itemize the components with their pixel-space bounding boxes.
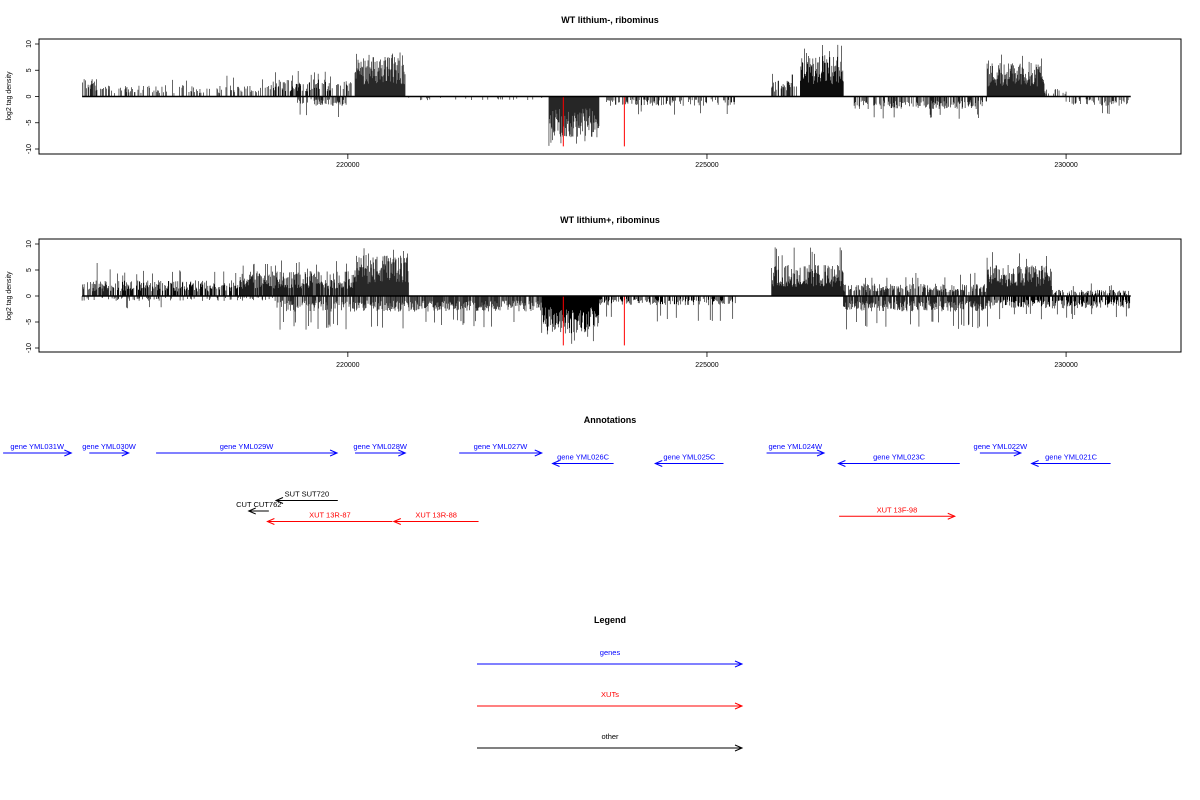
feature-label: XUT 13F-98 <box>877 505 918 514</box>
feature-arrow <box>459 449 544 457</box>
signal-panel-2: WT lithium+, ribominus log2 tag density … <box>6 215 1182 369</box>
feature-arrow <box>156 449 339 457</box>
x-tick-label: 220000 <box>336 362 359 369</box>
y-tick-label: -5 <box>26 120 33 126</box>
panel-2-ylabel: log2 tag density <box>6 271 13 321</box>
feature-label: gene YML022W <box>974 442 1029 451</box>
panel-2-signal-bars <box>81 247 1131 344</box>
y-tick-label: -10 <box>26 144 33 154</box>
feature-label: gene YML023C <box>873 453 926 462</box>
y-tick-label: 10 <box>26 40 33 48</box>
panel-1-title: WT lithium-, ribominus <box>561 15 659 25</box>
legend: Legend genes XUTs other <box>477 615 744 752</box>
panel-1-peak-bars <box>562 96 625 147</box>
y-tick-label: 10 <box>26 240 33 248</box>
x-tick-label: 225000 <box>695 162 718 169</box>
legend-label: other <box>601 732 619 741</box>
panel-1-ylabel: log2 tag density <box>6 71 13 121</box>
x-tick-label: 230000 <box>1054 362 1077 369</box>
feature-arrow <box>274 497 338 504</box>
feature-label: gene YML026C <box>557 453 610 462</box>
annotations-track: Annotations gene YML031W gene YML030W gene… <box>3 415 1111 525</box>
feature-label: gene YML031W <box>10 442 65 451</box>
feature-label: gene YML028W <box>353 442 408 451</box>
feature-label: CUT CUT762 <box>236 500 281 509</box>
feature-arrow <box>266 518 393 525</box>
feature-arrow <box>355 449 407 457</box>
feature-arrow <box>392 518 479 525</box>
panel-2-plot-frame <box>38 238 1182 353</box>
y-tick-label: -5 <box>26 319 33 325</box>
feature-label: gene YML030W <box>82 442 137 451</box>
feature-arrow <box>979 449 1023 457</box>
legend-items: genes XUTs other <box>477 648 744 752</box>
legend-arrow <box>477 744 744 752</box>
y-tick-label: 5 <box>26 268 33 272</box>
feature-label: XUT 13R-88 <box>415 511 457 520</box>
panel-2-y-axis: -10 -5 0 5 10 <box>26 240 39 353</box>
panel-2-title: WT lithium+, ribominus <box>560 215 660 225</box>
annotations-title: Annotations <box>584 415 637 425</box>
y-tick-label: 0 <box>26 94 33 98</box>
feature-arrow <box>766 449 826 457</box>
feature-label: gene YML024W <box>768 442 823 451</box>
feature-arrow <box>89 449 131 457</box>
feature-arrow <box>1030 460 1111 467</box>
feature-arrow <box>247 507 269 515</box>
feature-label: gene YML027W <box>474 442 529 451</box>
x-tick-label: 230000 <box>1054 162 1077 169</box>
panel-1-x-axis: 220000 225000 230000 <box>336 154 1078 169</box>
feature-label: SUT SUT720 <box>285 490 329 499</box>
feature-arrow <box>839 512 957 520</box>
x-tick-label: 220000 <box>336 162 359 169</box>
legend-label: genes <box>600 648 621 657</box>
feature-arrow <box>837 460 960 467</box>
annotation-features: gene YML031W gene YML030W gene YML029W gene… <box>3 442 1111 525</box>
panel-2-peak-bars <box>562 296 625 346</box>
legend-arrow <box>477 702 744 710</box>
feature-label: gene YML029W <box>220 442 275 451</box>
feature-arrow <box>3 449 73 457</box>
legend-label: XUTs <box>601 690 619 699</box>
y-tick-label: -10 <box>26 343 33 353</box>
y-tick-label: 5 <box>26 68 33 72</box>
feature-label: gene YML021C <box>1045 453 1098 462</box>
feature-label: gene YML025C <box>663 453 716 462</box>
feature-arrow <box>551 460 614 467</box>
signal-panel-1: WT lithium-, ribominus log2 tag density … <box>6 15 1182 169</box>
panel-2-x-axis: 220000 225000 230000 <box>336 352 1078 369</box>
panel-1-y-axis: -10 -5 0 5 10 <box>26 40 39 154</box>
x-tick-label: 225000 <box>695 362 718 369</box>
feature-arrow <box>653 460 724 467</box>
panel-1-signal-bars <box>82 44 1129 146</box>
legend-title: Legend <box>594 615 626 625</box>
feature-label: XUT 13R-87 <box>309 511 351 520</box>
y-tick-label: 0 <box>26 294 33 298</box>
legend-arrow <box>477 660 744 668</box>
